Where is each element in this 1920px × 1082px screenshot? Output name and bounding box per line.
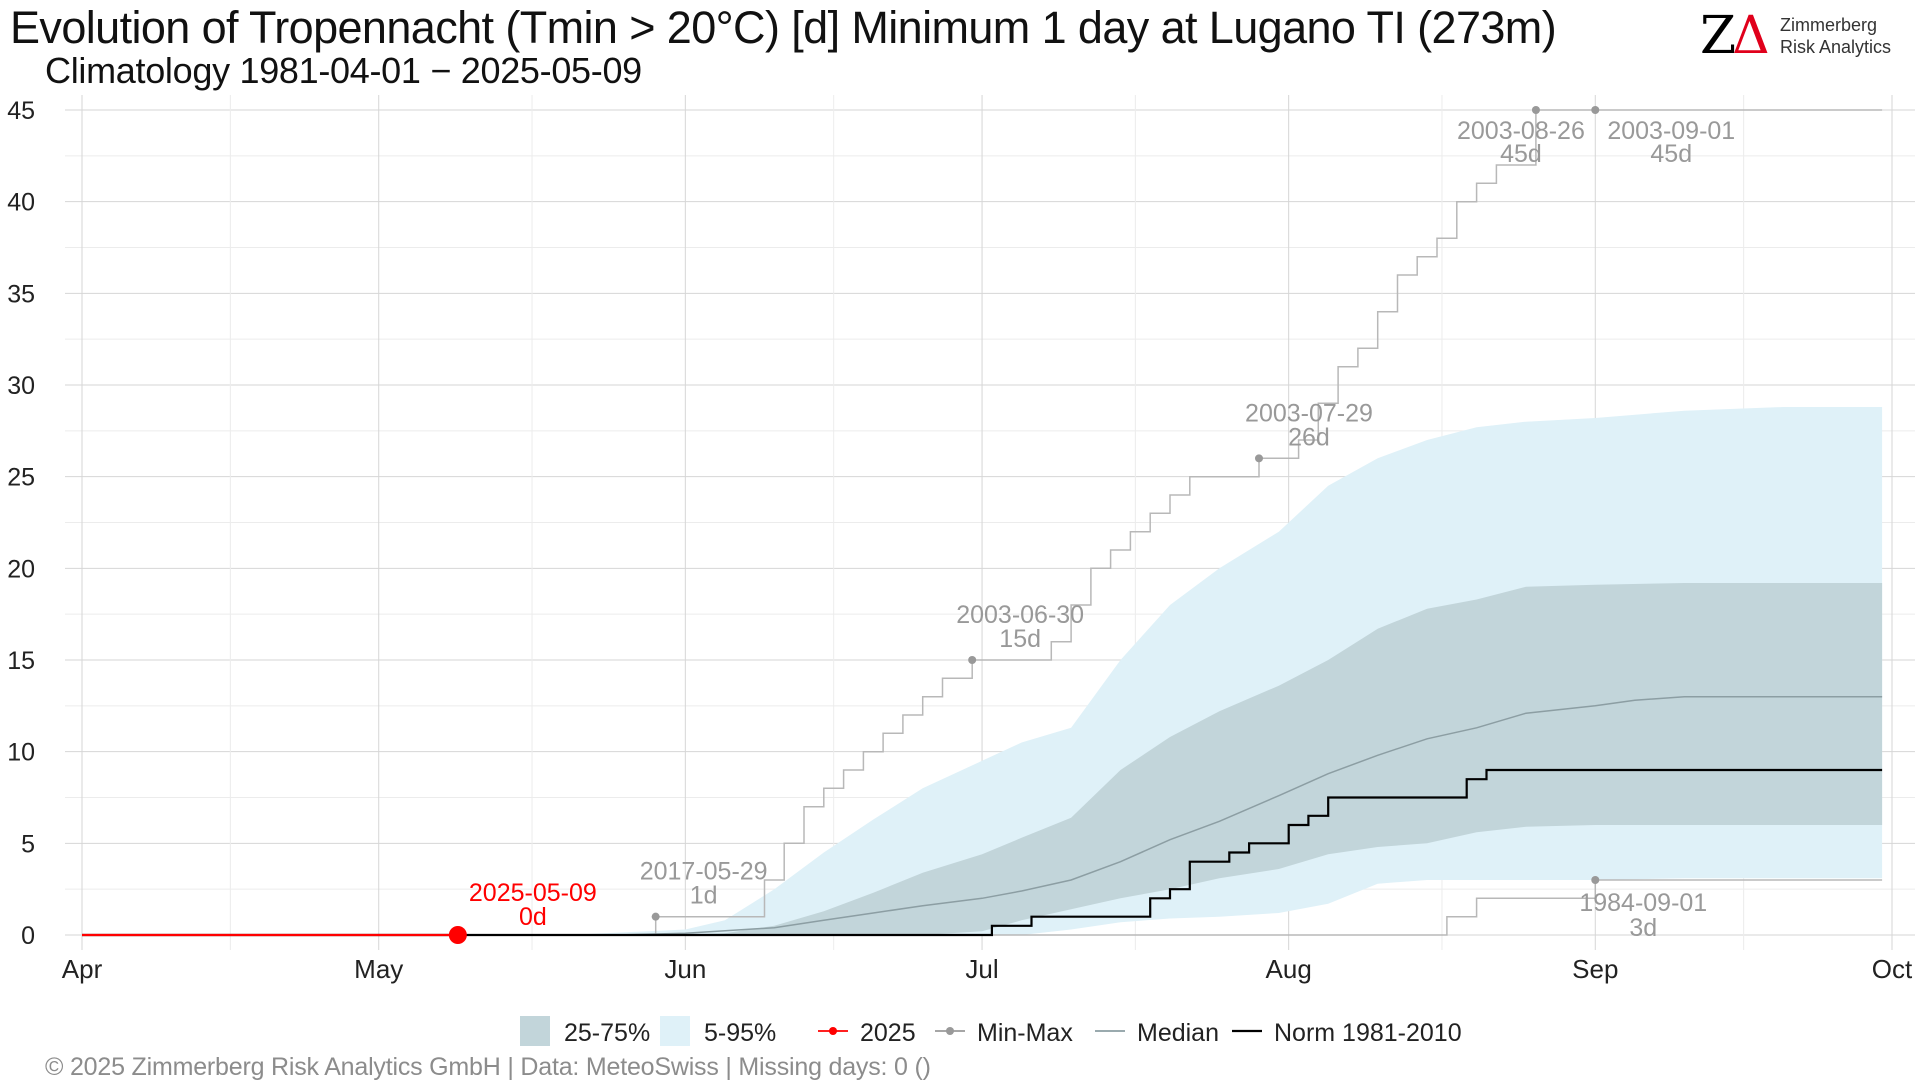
extreme-point — [968, 656, 977, 664]
series-norm — [82, 768, 1883, 937]
legend-swatch-iqr — [520, 1016, 550, 1046]
extreme-point — [1531, 106, 1540, 114]
extreme-point — [651, 912, 660, 921]
y-tick-label: 0 — [21, 922, 35, 950]
legend: 25-75% 5-95% 2025 Min-Max Median Norm 1981-20… — [520, 1016, 1462, 1047]
lines — [82, 109, 1883, 937]
annotation-value: 26d — [1288, 423, 1330, 451]
annotation-date: 2003-08-26 — [1457, 117, 1585, 145]
legend-label-minmax: Min-Max — [977, 1019, 1073, 1047]
annotation-value: 1d — [690, 882, 718, 910]
chart-subtitle: Climatology 1981-04-01 − 2025-05-09 — [45, 50, 642, 91]
extreme-point — [1591, 106, 1600, 114]
x-tick-label: Oct — [1872, 954, 1913, 984]
annotation-value: 0d — [519, 903, 547, 931]
legend-label-current: 2025 — [860, 1019, 916, 1047]
legend-label-median: Median — [1137, 1019, 1219, 1047]
annotation-value: 45d — [1650, 140, 1692, 168]
annotation-date: 2025-05-09 — [469, 879, 597, 907]
legend-dot-current — [829, 1027, 837, 1035]
bands — [82, 407, 1883, 935]
extreme-point — [1254, 454, 1263, 463]
annotation-date: 2003-06-30 — [956, 601, 1084, 629]
y-tick-label: 45 — [7, 97, 35, 125]
y-tick-label: 15 — [7, 647, 35, 675]
logo-line-1: Zimmerberg — [1780, 15, 1878, 35]
current-point — [448, 926, 467, 944]
band-25-75 — [82, 583, 1883, 935]
annotation-value: 15d — [999, 625, 1041, 653]
x-tick-label: Sep — [1572, 954, 1618, 984]
x-tick-label: Apr — [62, 954, 103, 984]
annotation-value: 45d — [1500, 140, 1542, 168]
legend-swatch-p5_95 — [660, 1016, 690, 1046]
y-tick-label: 10 — [7, 739, 35, 767]
chart-title: Evolution of Tropennacht (Tmin > 20°C) [… — [10, 2, 1557, 53]
y-tick-label: 40 — [7, 189, 35, 217]
logo-mark: ZΔ — [1700, 6, 1770, 66]
logo-line-2: Risk Analytics — [1780, 37, 1892, 57]
company-logo: ZΔ Zimmerberg Risk Analytics — [1700, 10, 1900, 62]
series-max-year — [82, 109, 1883, 936]
annotation-date: 2017-05-29 — [640, 858, 768, 886]
annotation-value: 3d — [1629, 914, 1657, 942]
series-min-year — [82, 879, 1883, 936]
legend-label-iqr: 25-75% — [564, 1019, 650, 1047]
legend-label-norm: Norm 1981-2010 — [1274, 1019, 1462, 1047]
legend-dot-minmax — [946, 1027, 954, 1035]
footer-credits: © 2025 Zimmerberg Risk Analytics GmbH | … — [45, 1053, 931, 1081]
annotation-date: 2003-07-29 — [1245, 399, 1373, 427]
x-tick-label: Jul — [965, 954, 998, 984]
y-tick-label: 5 — [21, 830, 35, 858]
annotation-date: 2003-09-01 — [1607, 117, 1735, 145]
annotation-date: 1984-09-01 — [1579, 889, 1707, 917]
extreme-point — [1591, 876, 1600, 884]
y-tick-label: 20 — [7, 555, 35, 583]
series-median — [82, 695, 1883, 936]
x-tick-label: Jun — [664, 954, 706, 984]
y-tick-label: 25 — [7, 464, 35, 492]
x-tick-label: Aug — [1266, 954, 1312, 984]
y-tick-label: 30 — [7, 372, 35, 400]
x-tick-label: May — [354, 954, 403, 984]
legend-label-p5_95: 5-95% — [704, 1019, 776, 1047]
y-tick-label: 35 — [7, 280, 35, 308]
axes: 0 5 10 15 20 25 30 35 40 45 Apr May Jun Jul Aug Sep Oct — [7, 97, 1913, 984]
